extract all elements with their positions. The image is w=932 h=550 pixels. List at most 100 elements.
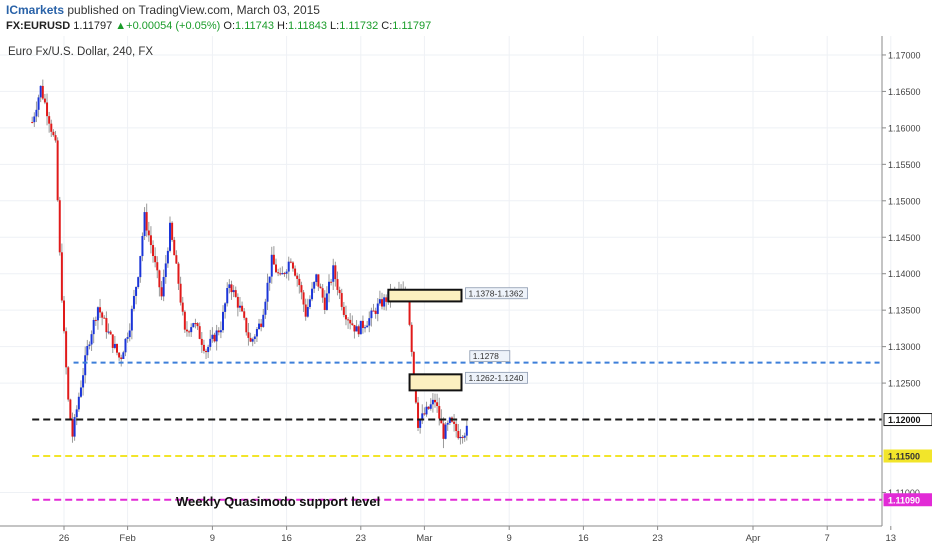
candle-up: [465, 425, 468, 436]
candle-down: [109, 331, 112, 335]
axes: 1.17000 1.16500 1.16000 1.15500 1.15000 1.145…: [0, 36, 932, 544]
candle-down: [149, 235, 152, 246]
candle-down: [434, 399, 436, 403]
candle-up: [313, 281, 316, 289]
candle-down: [408, 299, 411, 325]
candle-up: [107, 331, 110, 333]
candle-down: [372, 310, 375, 312]
price-tick-label: 1.14000: [888, 269, 921, 279]
candle-up: [232, 290, 235, 293]
candle-down: [260, 323, 263, 327]
quote-line: FX:EURUSD 1.11797 ▲+0.00054 (+0.05%) O:1…: [6, 20, 431, 32]
candle-up: [359, 320, 362, 335]
open-value: 1.11743: [235, 20, 274, 32]
time-tick-label: Mar: [416, 533, 432, 544]
price-tick-label: 1.11000: [888, 488, 920, 498]
candle-up: [376, 303, 379, 314]
candle-down: [158, 270, 161, 288]
candle-down: [103, 317, 106, 319]
candle-up: [311, 288, 314, 300]
candle-down: [160, 287, 163, 297]
time-tick-label: 9: [507, 533, 512, 544]
candle-down: [171, 222, 174, 240]
high-value: 1.11843: [288, 20, 327, 32]
candle-up: [209, 338, 212, 347]
candle-up: [86, 346, 89, 356]
candle-down: [99, 307, 102, 313]
candle-down: [412, 351, 415, 377]
candle-down: [417, 402, 420, 428]
candle-up: [281, 273, 284, 275]
candle-up: [370, 310, 373, 319]
level-price-tag-text: 1.11090: [888, 495, 920, 505]
candle-up: [431, 399, 434, 405]
candle-down: [245, 317, 248, 333]
candle-down: [385, 297, 388, 302]
quasimodo-annotation: Weekly Quasimodo support level: [176, 494, 380, 509]
candle-down: [230, 284, 233, 293]
candle-up: [88, 344, 91, 347]
candle-down: [43, 98, 46, 103]
candle-up: [315, 274, 318, 282]
candle-down: [338, 289, 341, 294]
candle-down: [300, 285, 303, 293]
grid: [0, 36, 892, 526]
candle-down: [323, 297, 326, 310]
candle-up: [141, 236, 144, 257]
zone-box: [387, 288, 463, 303]
candle-up: [364, 327, 367, 329]
candle-down: [461, 436, 464, 438]
candle-up: [215, 330, 218, 342]
candle-up: [166, 250, 169, 264]
candle-down: [50, 123, 53, 132]
symbol-label: FX:EURUSD: [6, 20, 71, 32]
candle-down: [185, 329, 188, 332]
candle-down: [101, 312, 104, 318]
candle-down: [48, 116, 51, 124]
time-tick-label: Apr: [746, 533, 761, 544]
candle-up: [33, 116, 36, 123]
candle-up: [448, 417, 451, 424]
publisher-name[interactable]: ICmarkets: [6, 3, 65, 17]
candle-down: [453, 421, 456, 424]
level-price-tag-text: 1.12000: [888, 415, 921, 425]
candle-down: [105, 318, 108, 333]
candle-down: [200, 338, 203, 345]
candle-down: [236, 296, 239, 308]
candle-down: [177, 263, 180, 284]
levels: 1.1278: [32, 350, 882, 501]
candle-up: [268, 276, 271, 283]
candle-up: [251, 339, 254, 342]
candle-down: [272, 254, 275, 265]
candle-down: [296, 275, 299, 279]
candle-up: [425, 406, 428, 415]
candle-up: [219, 330, 222, 333]
candle-down: [147, 230, 150, 236]
published-text: published on TradingView.com, March 03, …: [67, 3, 320, 17]
candle-down: [277, 272, 280, 274]
candle-down: [54, 135, 57, 141]
candle-down: [194, 323, 197, 325]
price-tick-label: 1.17000: [888, 50, 921, 60]
candle-down: [217, 330, 220, 333]
candle-up: [113, 343, 116, 348]
candle-up: [135, 287, 138, 296]
candle-down: [381, 299, 383, 307]
candle-up: [264, 301, 267, 315]
level-label-box: [469, 350, 511, 363]
candle-down: [67, 367, 70, 400]
candle-up: [79, 387, 82, 397]
candle-down: [291, 262, 294, 269]
low-label: L:: [330, 20, 340, 32]
candle-down: [353, 324, 356, 332]
candle-up: [429, 404, 432, 409]
candle-up: [122, 352, 125, 360]
candle-down: [179, 283, 182, 303]
candle-up: [332, 265, 335, 282]
candle-down: [183, 311, 186, 330]
last-price: 1.11797: [73, 20, 113, 32]
candle-up: [262, 314, 265, 327]
candle-down: [120, 357, 123, 360]
candle-up: [366, 325, 369, 328]
